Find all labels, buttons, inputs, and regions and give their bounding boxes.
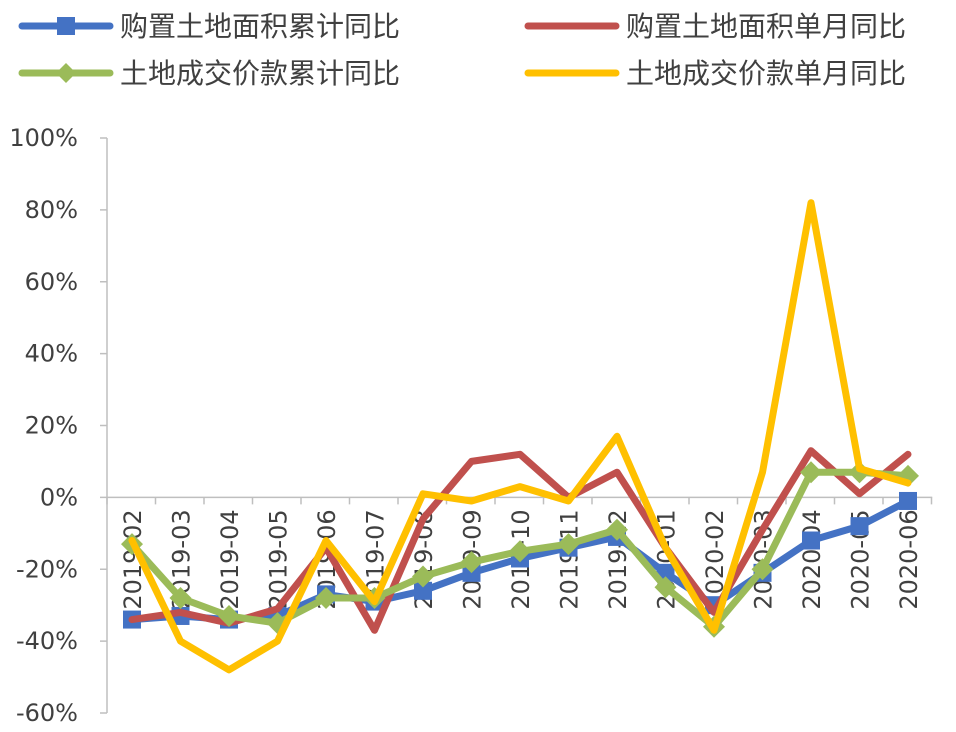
legend-label: 购置土地面积单月同比 xyxy=(626,10,906,43)
y-tick-label: 80% xyxy=(25,196,78,224)
y-tick-label: -60% xyxy=(16,699,78,727)
y-axis: 100% 80% 60% 40% 20% 0% -20% -40% -60% xyxy=(9,124,108,727)
legend-label: 土地成交价款单月同比 xyxy=(626,57,906,90)
legend-marker xyxy=(56,63,76,83)
series-3 xyxy=(121,461,919,638)
x-tick-label: 2019-11 xyxy=(556,509,584,609)
data-point xyxy=(899,491,917,510)
data-point xyxy=(169,587,192,609)
y-tick-label: -20% xyxy=(16,555,78,583)
legend-item-2: 购置土地面积单月同比 xyxy=(524,10,906,43)
x-tick-label: 2019-04 xyxy=(216,509,244,609)
y-tick-label: 40% xyxy=(25,340,78,368)
data-point xyxy=(800,461,822,484)
y-tick-label: 60% xyxy=(25,268,78,296)
x-tick-label: 2020-04 xyxy=(798,509,826,609)
data-point xyxy=(606,518,628,541)
x-tick-label: 2020-06 xyxy=(895,509,923,609)
series-layer xyxy=(121,199,919,674)
data-point xyxy=(802,531,820,550)
data-point xyxy=(315,587,337,609)
data-point xyxy=(509,540,531,563)
data-point xyxy=(654,576,677,599)
y-tick-label: 20% xyxy=(25,412,78,440)
y-tick-label: 100% xyxy=(9,124,78,152)
legend-item-3: 土地成交价款累计同比 xyxy=(18,57,400,90)
series-line xyxy=(128,447,912,634)
data-point xyxy=(850,517,869,536)
data-point xyxy=(218,604,240,627)
y-tick-label: -40% xyxy=(16,627,78,655)
legend-item-1: 购置土地面积累计同比 xyxy=(18,10,400,43)
data-point xyxy=(557,533,580,556)
data-point xyxy=(414,581,432,600)
legend-item-4: 土地成交价款单月同比 xyxy=(524,57,906,90)
legend-marker xyxy=(57,17,75,35)
series-2 xyxy=(128,447,912,634)
data-point xyxy=(412,565,434,588)
data-point xyxy=(751,558,774,581)
legend-label: 购置土地面积累计同比 xyxy=(120,10,400,43)
data-point xyxy=(460,551,483,574)
series-4 xyxy=(128,199,912,674)
series-line xyxy=(128,199,912,674)
y-tick-label: 0% xyxy=(40,483,78,511)
legend-label: 土地成交价款累计同比 xyxy=(120,57,400,90)
